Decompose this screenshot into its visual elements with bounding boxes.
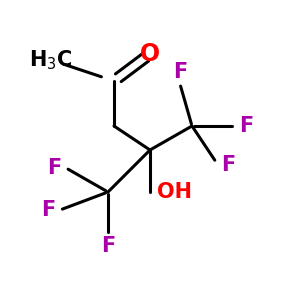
Text: O: O (140, 42, 160, 66)
Text: F: F (173, 62, 187, 82)
Text: F: F (221, 155, 235, 175)
Text: F: F (101, 236, 115, 256)
Text: F: F (47, 158, 61, 178)
Text: F: F (41, 200, 55, 220)
Text: OH: OH (157, 182, 191, 202)
Text: F: F (239, 116, 253, 136)
Text: H$_3$C: H$_3$C (29, 48, 73, 72)
